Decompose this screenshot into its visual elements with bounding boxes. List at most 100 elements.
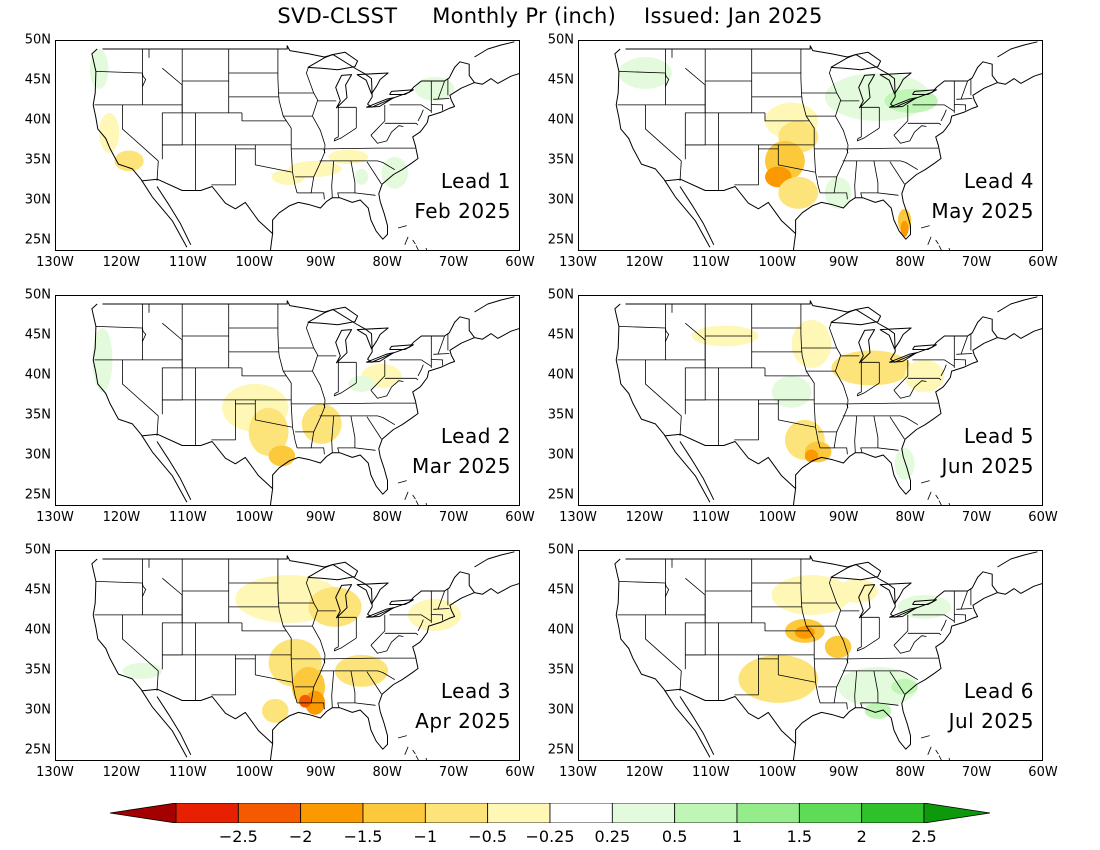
colorbar-segment — [175, 803, 239, 823]
state-border — [331, 160, 335, 198]
lead-number: Lead 4 — [963, 169, 1034, 193]
great-lake-outline — [858, 329, 876, 364]
state-border — [305, 67, 315, 94]
state-border — [800, 49, 821, 194]
country-border — [625, 300, 1042, 363]
island-outline — [415, 500, 419, 505]
longitude-tick-label: 70W — [961, 765, 992, 780]
latitude-tick-label: 25N — [24, 232, 51, 248]
great-lake-outline — [307, 561, 359, 581]
longitude-tick-label: 70W — [961, 255, 992, 270]
state-border — [734, 399, 759, 441]
state-border — [833, 602, 849, 710]
colorbar-segment — [674, 803, 738, 823]
latitude-tick-label: 45N — [24, 72, 51, 88]
forecast-month: Jun 2025 — [941, 454, 1034, 478]
state-border — [679, 415, 682, 436]
coastline — [270, 488, 274, 505]
state-border — [893, 125, 927, 144]
state-border — [907, 632, 942, 636]
state-border — [354, 447, 376, 451]
state-border — [856, 361, 880, 397]
colorbar-tick-label: 1 — [731, 827, 743, 846]
state-border — [856, 106, 880, 142]
coastline — [679, 441, 715, 501]
longitude-tick-label: 80W — [372, 510, 402, 525]
state-border — [254, 144, 292, 173]
state-border — [333, 361, 357, 397]
longitude-tick-label: 100W — [235, 510, 274, 525]
latitude-tick-label: 50N — [24, 32, 51, 48]
coastline — [156, 441, 192, 501]
state-border — [319, 670, 396, 681]
anomaly-shading — [778, 176, 819, 209]
great-lake-outline — [366, 352, 394, 363]
anomaly-shading — [804, 449, 819, 463]
island-outline — [425, 757, 427, 760]
anomaly-shading — [248, 407, 289, 456]
anomaly-shading — [414, 76, 455, 101]
latitude-tick-label: 40N — [24, 112, 51, 128]
state-border — [907, 377, 942, 381]
state-border — [437, 80, 445, 100]
state-border — [417, 619, 424, 632]
longitude-tick-label: 90W — [829, 510, 859, 525]
state-border — [847, 147, 939, 150]
country-border — [141, 433, 273, 489]
state-border — [814, 403, 849, 409]
latitude-tick-label: 45N — [547, 72, 574, 88]
longitude-tick-label: 80W — [372, 765, 402, 780]
coastline — [91, 48, 188, 248]
longitude-tick-label: 90W — [306, 255, 336, 270]
great-lake-outline — [830, 306, 882, 326]
state-border — [161, 577, 183, 670]
great-lake-outline — [335, 329, 353, 364]
state-border — [305, 322, 315, 349]
state-border — [417, 364, 424, 377]
longitude-tick-label: 120W — [625, 765, 664, 780]
state-border — [856, 616, 880, 652]
anomaly-shading — [271, 168, 306, 185]
latitude-tick-label: 50N — [547, 32, 574, 48]
state-border — [241, 622, 287, 632]
longitude-tick-label: 70W — [438, 765, 469, 780]
forecast-month: Jul 2025 — [948, 709, 1034, 733]
longitude-tick-label: 130W — [559, 510, 597, 525]
anomaly-shading — [89, 48, 109, 89]
state-border — [734, 654, 759, 696]
longitude-tick-label: 60W — [505, 255, 535, 270]
state-border — [645, 104, 682, 162]
state-border — [156, 670, 159, 691]
longitude-tick-label: 60W — [1028, 765, 1058, 780]
state-border — [370, 359, 386, 391]
great-lake-outline — [335, 74, 353, 109]
state-border — [431, 614, 444, 621]
longitude-tick-label: 120W — [102, 255, 141, 270]
state-border — [893, 380, 927, 399]
latitude-tick-label: 45N — [547, 327, 574, 343]
great-lake-outline — [366, 607, 394, 618]
state-border — [847, 402, 939, 405]
latitude-tick-label: 40N — [547, 367, 574, 383]
state-border — [354, 192, 376, 196]
colorbar-tick-label: −1 — [413, 827, 438, 846]
anomaly-shading — [838, 666, 918, 707]
state-border — [777, 144, 815, 173]
colorbar-segment — [611, 803, 676, 823]
colorbar-tick-label: −1.5 — [343, 827, 383, 846]
lead-number: Lead 6 — [963, 679, 1034, 703]
latitude-tick-label: 40N — [24, 622, 51, 638]
country-border — [102, 300, 519, 363]
latitude-tick-label: 35N — [547, 407, 574, 423]
island-outline — [927, 491, 932, 500]
state-border — [324, 402, 416, 405]
state-border — [842, 160, 919, 171]
colorbar — [110, 803, 990, 823]
great-lake-outline — [389, 344, 414, 350]
anomaly-shading — [299, 694, 312, 708]
coastline — [156, 186, 192, 246]
map-panel-1: Lead 1 Feb 2025 — [55, 40, 520, 251]
state-border — [211, 654, 236, 696]
longitude-tick-label: 130W — [559, 765, 597, 780]
anomaly-shading — [897, 594, 951, 619]
